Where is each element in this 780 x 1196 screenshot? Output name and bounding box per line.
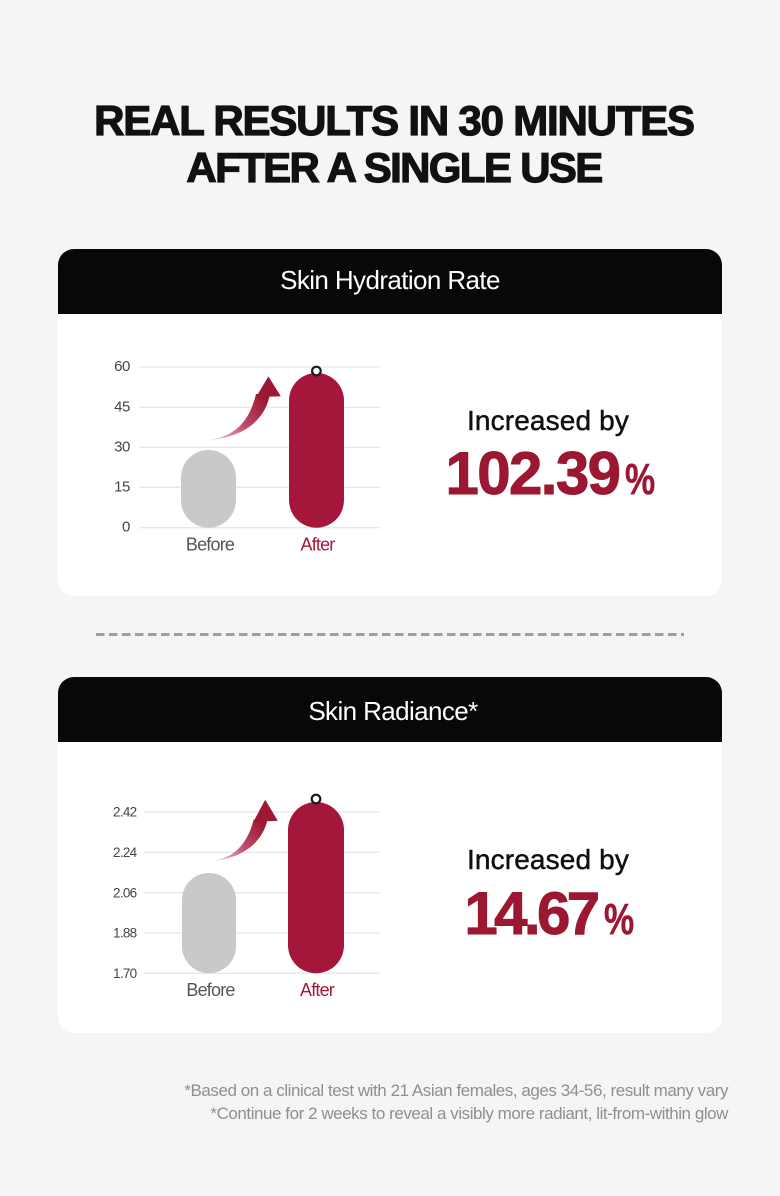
svg-text:15: 15 — [114, 478, 130, 495]
svg-text:2.06: 2.06 — [113, 885, 137, 900]
svg-text:2.42: 2.42 — [113, 805, 137, 820]
svg-text:Before: Before — [186, 535, 235, 555]
svg-text:1.88: 1.88 — [113, 926, 137, 941]
svg-text:2.24: 2.24 — [113, 845, 138, 860]
svg-text:60: 60 — [114, 358, 130, 375]
svg-text:1.70: 1.70 — [113, 966, 137, 981]
svg-text:Before: Before — [186, 980, 235, 1000]
svg-text:After: After — [300, 535, 335, 555]
svg-text:45: 45 — [114, 398, 130, 415]
svg-text:0: 0 — [122, 519, 130, 536]
svg-text:After: After — [300, 980, 335, 1000]
svg-text:30: 30 — [114, 438, 130, 455]
